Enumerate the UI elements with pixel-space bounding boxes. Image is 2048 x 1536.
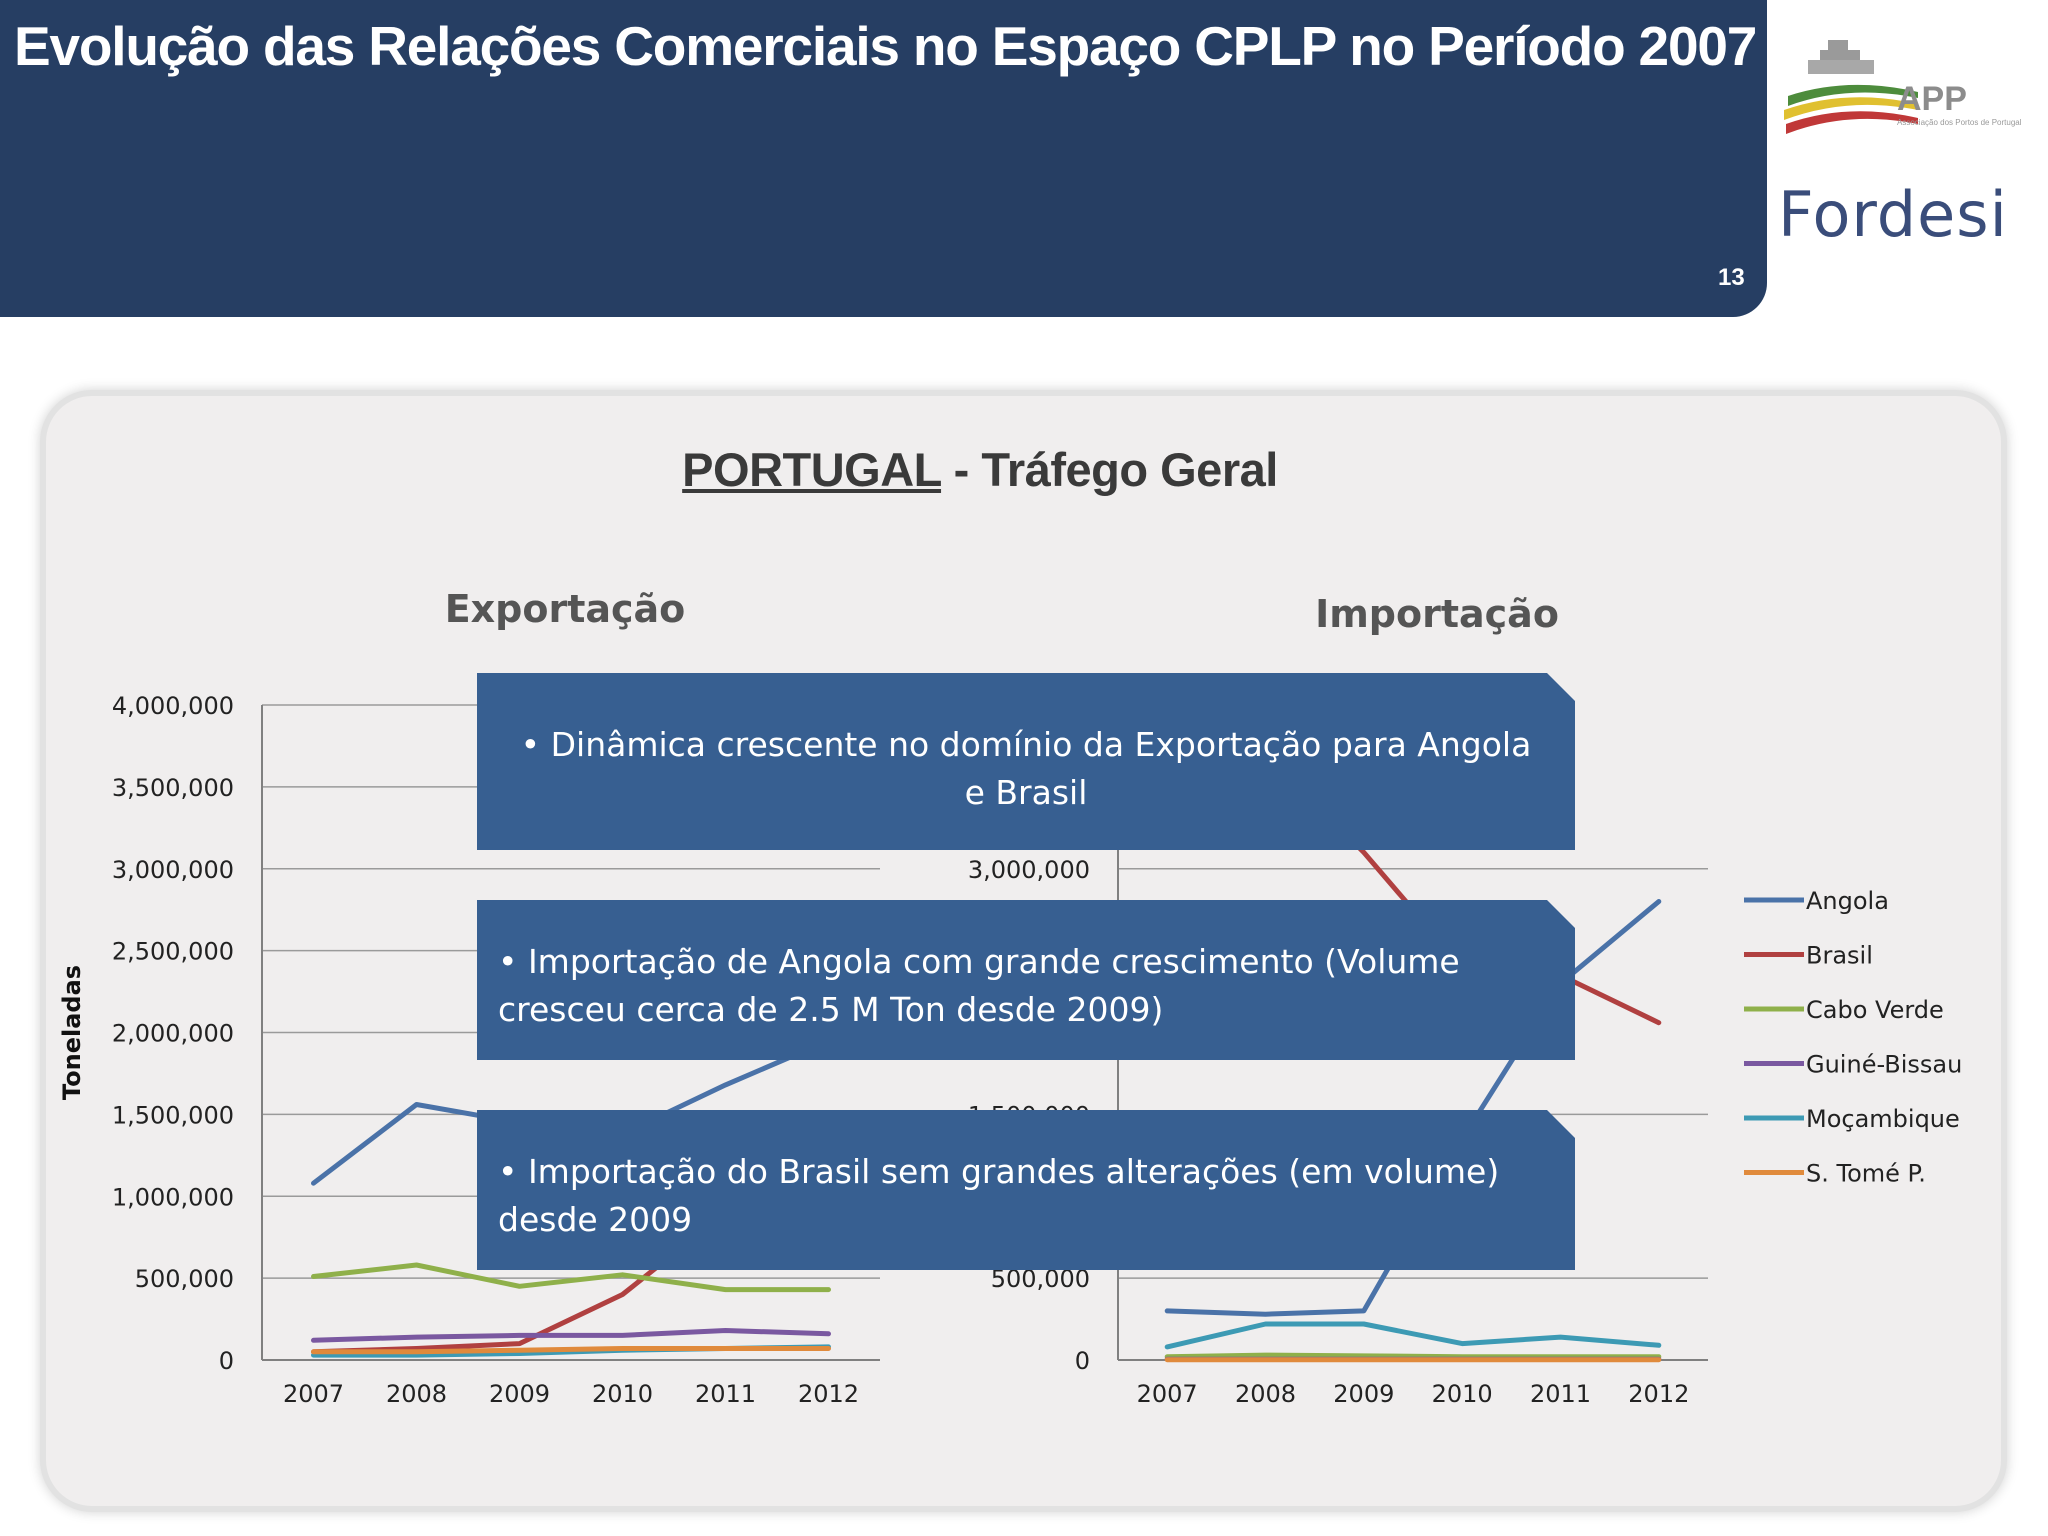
import-y-tick-label: 3,000,000 — [968, 856, 1090, 884]
panel-title: PORTUGAL - Tráfego Geral — [0, 442, 1960, 497]
legend-label-mo-ambique: Moçambique — [1806, 1105, 1960, 1133]
export-y-tick-label: 500,000 — [135, 1265, 234, 1293]
import-y-tick-label: 0 — [1075, 1347, 1090, 1375]
export-y-tick-label: 0 — [219, 1347, 234, 1375]
fordesi-logo: Fordesi — [1778, 178, 2008, 251]
import-x-tick-label: 2008 — [1235, 1380, 1296, 1408]
callout-export-dynamics: • Dinâmica crescente no domínio da Expor… — [477, 673, 1575, 850]
export-y-tick-label: 3,500,000 — [112, 774, 234, 802]
legend-label-angola: Angola — [1806, 887, 1889, 915]
page-number: 13 — [1718, 264, 1745, 291]
export-x-tick-label: 2007 — [283, 1380, 344, 1408]
export-x-tick-label: 2011 — [695, 1380, 756, 1408]
export-series-s-tom-p- — [311, 1346, 831, 1355]
app-logo-text: APP — [1897, 80, 1967, 118]
legend-label-s-tom-p-: S. Tomé P. — [1806, 1160, 1926, 1188]
export-y-axis-label: Toneladas — [58, 965, 86, 1100]
import-x-tick-label: 2007 — [1137, 1380, 1198, 1408]
export-y-tick-label: 2,000,000 — [112, 1020, 234, 1048]
export-y-tick-label: 4,000,000 — [112, 692, 234, 720]
export-x-tick-label: 2012 — [798, 1380, 859, 1408]
export-x-tick-label: 2008 — [386, 1380, 447, 1408]
import-x-tick-label: 2009 — [1333, 1380, 1394, 1408]
callout-brasil-import: • Importação do Brasil sem grandes alter… — [477, 1110, 1575, 1270]
export-series-guin-bissau — [311, 1328, 831, 1343]
import-x-tick-label: 2011 — [1530, 1380, 1591, 1408]
export-y-tick-label: 2,500,000 — [112, 938, 234, 966]
legend-label-cabo-verde: Cabo Verde — [1806, 996, 1944, 1024]
export-x-tick-label: 2010 — [592, 1380, 653, 1408]
callout-angola-import: • Importação de Angola com grande cresci… — [477, 900, 1575, 1060]
export-y-tick-label: 1,000,000 — [112, 1183, 234, 1211]
import-x-tick-label: 2012 — [1628, 1380, 1689, 1408]
panel-title-country: PORTUGAL — [682, 443, 942, 496]
import-x-tick-label: 2010 — [1432, 1380, 1493, 1408]
app-logo-icon — [1784, 40, 1918, 134]
export-series-cabo-verde — [311, 1262, 831, 1293]
slide-title: Evolução das Relações Comerciais no Espa… — [14, 15, 1920, 77]
export-y-tick-label: 1,500,000 — [112, 1101, 234, 1129]
import-series-cabo-verde — [1164, 1352, 1662, 1360]
app-logo-subtitle: Associação dos Portos de Portugal — [1897, 118, 2022, 127]
panel-title-rest: - Tráfego Geral — [941, 443, 1279, 496]
export-x-tick-label: 2009 — [489, 1380, 550, 1408]
export-chart-title: Exportação — [445, 587, 686, 631]
slide-header: Evolução das Relações Comerciais no Espa… — [0, 0, 1920, 317]
legend-label-guin-bissau: Guiné-Bissau — [1806, 1051, 1962, 1079]
import-series-mo-ambique — [1164, 1321, 1662, 1350]
import-chart-title: Importação — [1315, 592, 1559, 636]
legend-label-brasil: Brasil — [1806, 942, 1873, 970]
export-y-tick-label: 3,000,000 — [112, 856, 234, 884]
